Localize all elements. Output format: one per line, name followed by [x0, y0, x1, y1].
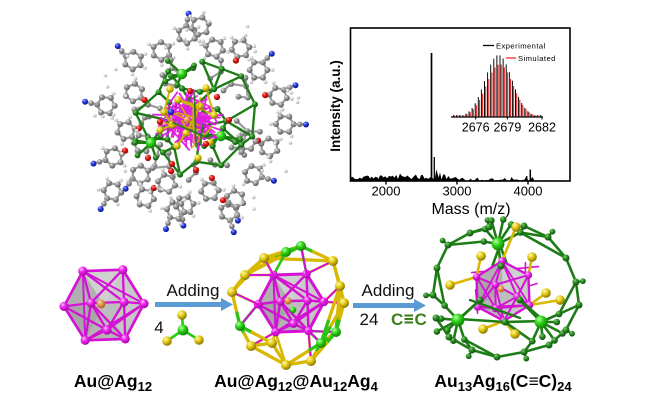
svg-text:C: C — [391, 310, 403, 329]
svg-text:Adding: Adding — [362, 281, 415, 300]
svg-text:2676: 2676 — [462, 121, 490, 135]
svg-text:24: 24 — [360, 310, 379, 329]
svg-text:3000: 3000 — [443, 184, 472, 199]
svg-text:Intensity (a.u.): Intensity (a.u.) — [328, 60, 343, 152]
svg-text:Mass (m/z): Mass (m/z) — [431, 201, 510, 218]
svg-text:Au@Ag12: Au@Ag12 — [74, 371, 152, 394]
svg-text:C: C — [415, 310, 427, 329]
svg-text:Experimental: Experimental — [496, 41, 546, 50]
svg-text:2682: 2682 — [528, 121, 556, 135]
svg-text:4: 4 — [154, 318, 163, 337]
svg-text:4000: 4000 — [514, 184, 543, 199]
svg-text:Au13Ag16(C≡C)24: Au13Ag16(C≡C)24 — [434, 371, 572, 394]
svg-text:Au@Ag12@Au12Ag4: Au@Ag12@Au12Ag4 — [214, 371, 378, 394]
svg-text:2679: 2679 — [493, 121, 521, 135]
svg-text:Adding: Adding — [167, 281, 220, 300]
svg-text:Simulated: Simulated — [518, 54, 556, 63]
svg-text:2000: 2000 — [372, 184, 401, 199]
